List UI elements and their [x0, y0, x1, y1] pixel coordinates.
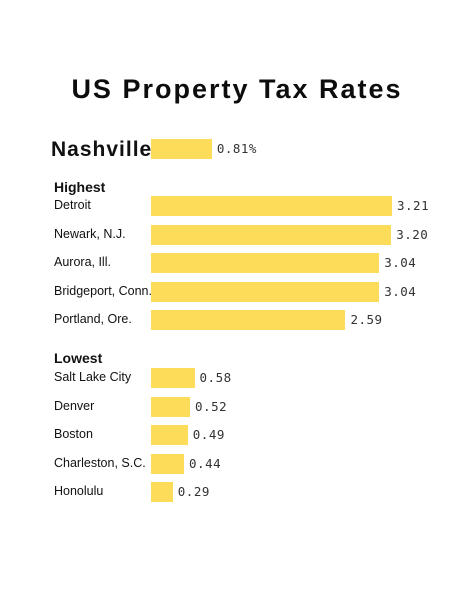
- category-label: Detroit: [54, 198, 91, 212]
- category-label: Salt Lake City: [54, 370, 132, 384]
- category-label: Honolulu: [54, 484, 104, 499]
- value-label: 3.04: [384, 255, 417, 271]
- chart-title: US Property Tax Rates: [71, 74, 403, 104]
- bar: [151, 453, 185, 474]
- bar: [151, 224, 392, 245]
- value-label: 0.44: [189, 455, 222, 471]
- value-label: 3.20: [396, 226, 429, 242]
- bar: [151, 253, 380, 274]
- bar: [151, 425, 188, 446]
- featured-category-label: Nashville: [51, 138, 153, 161]
- value-label: 2.59: [350, 312, 383, 328]
- value-label: 0.29: [177, 484, 210, 500]
- value-label: 0.58: [199, 370, 232, 385]
- group-heading-lowest: Lowest: [54, 350, 103, 366]
- bar: [151, 396, 191, 417]
- bar: [151, 310, 346, 331]
- category-label: Boston: [54, 427, 93, 442]
- value-label: 0.49: [192, 427, 225, 443]
- bar: [151, 482, 173, 503]
- value-label: 3.04: [384, 283, 417, 299]
- bar: [151, 368, 195, 388]
- featured-bar: [151, 139, 212, 159]
- category-label: Newark, N.J.: [54, 226, 126, 241]
- value-label: 0.52: [195, 398, 228, 414]
- category-label: Aurora, Ill.: [54, 255, 111, 270]
- group-heading-highest: Highest: [54, 179, 106, 195]
- bar: [151, 196, 392, 216]
- category-label: Charleston, S.C.: [54, 455, 146, 470]
- bar: [151, 281, 380, 302]
- category-label: Bridgeport, Conn.: [54, 283, 152, 298]
- category-label: Portland, Ore.: [54, 312, 132, 327]
- value-label: 3.21: [397, 198, 430, 213]
- category-label: Denver: [54, 398, 95, 413]
- featured-value-label: 0.81%: [216, 141, 257, 156]
